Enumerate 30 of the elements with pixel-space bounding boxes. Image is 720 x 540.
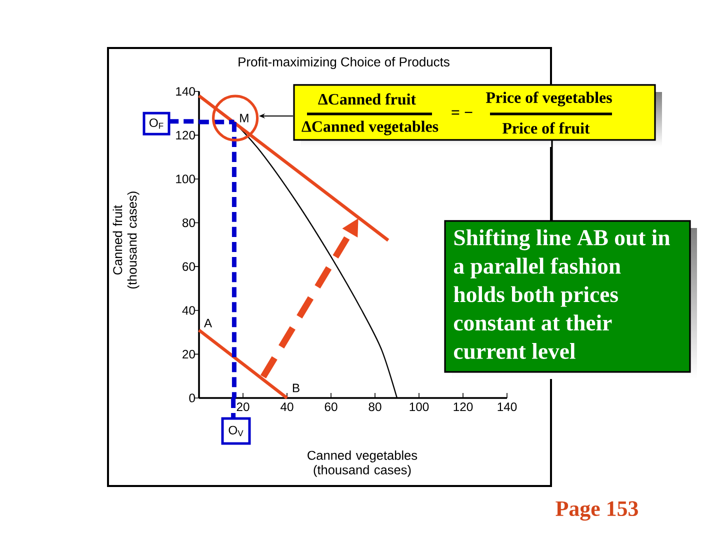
x-tick-label: 140 <box>498 402 517 412</box>
x-tick-label: 100 <box>410 402 429 412</box>
annotation: Price of fruit <box>502 122 590 134</box>
x-tick-label: 120 <box>454 402 473 412</box>
annotation: = − <box>452 110 472 115</box>
text: O$_{V}$ <box>228 426 244 436</box>
annotation: B <box>292 384 300 392</box>
text: O$_{F}$ <box>150 118 164 129</box>
x-axis-title: Canned vegetables (thousand cases) <box>308 450 418 477</box>
annotation: Price of vegetables <box>486 92 612 106</box>
y-tick-label: 100 <box>176 174 196 184</box>
y-tick-label: 0 <box>189 394 196 402</box>
annotation: ΔCanned vegetables <box>302 120 438 136</box>
y-tick-label: 140 <box>176 87 196 96</box>
y-tick-label: 60 <box>182 262 196 271</box>
annotation: ΔCanned fruit <box>318 93 416 105</box>
x-tick-label: 20 <box>236 402 250 412</box>
x-tick-label: 60 <box>324 402 338 412</box>
chart-title: Profit-maximizing Choice of Products <box>238 56 450 70</box>
annotation: Shifting line AB out in a parallel fashion holds both prices constant at their current level <box>454 229 670 360</box>
x-tick-label: 40 <box>280 402 294 412</box>
y-tick-label: 80 <box>182 218 196 228</box>
y-tick-label: 120 <box>176 130 196 140</box>
annotation: M <box>240 114 248 122</box>
text: Page 153 <box>556 501 638 521</box>
annotation: A <box>204 318 212 328</box>
y-tick-label: 40 <box>182 306 196 315</box>
y-axis-title: Canned fruit (thousand cases) <box>112 192 140 289</box>
x-tick-label: 80 <box>368 402 382 412</box>
y-tick-label: 20 <box>182 350 196 358</box>
